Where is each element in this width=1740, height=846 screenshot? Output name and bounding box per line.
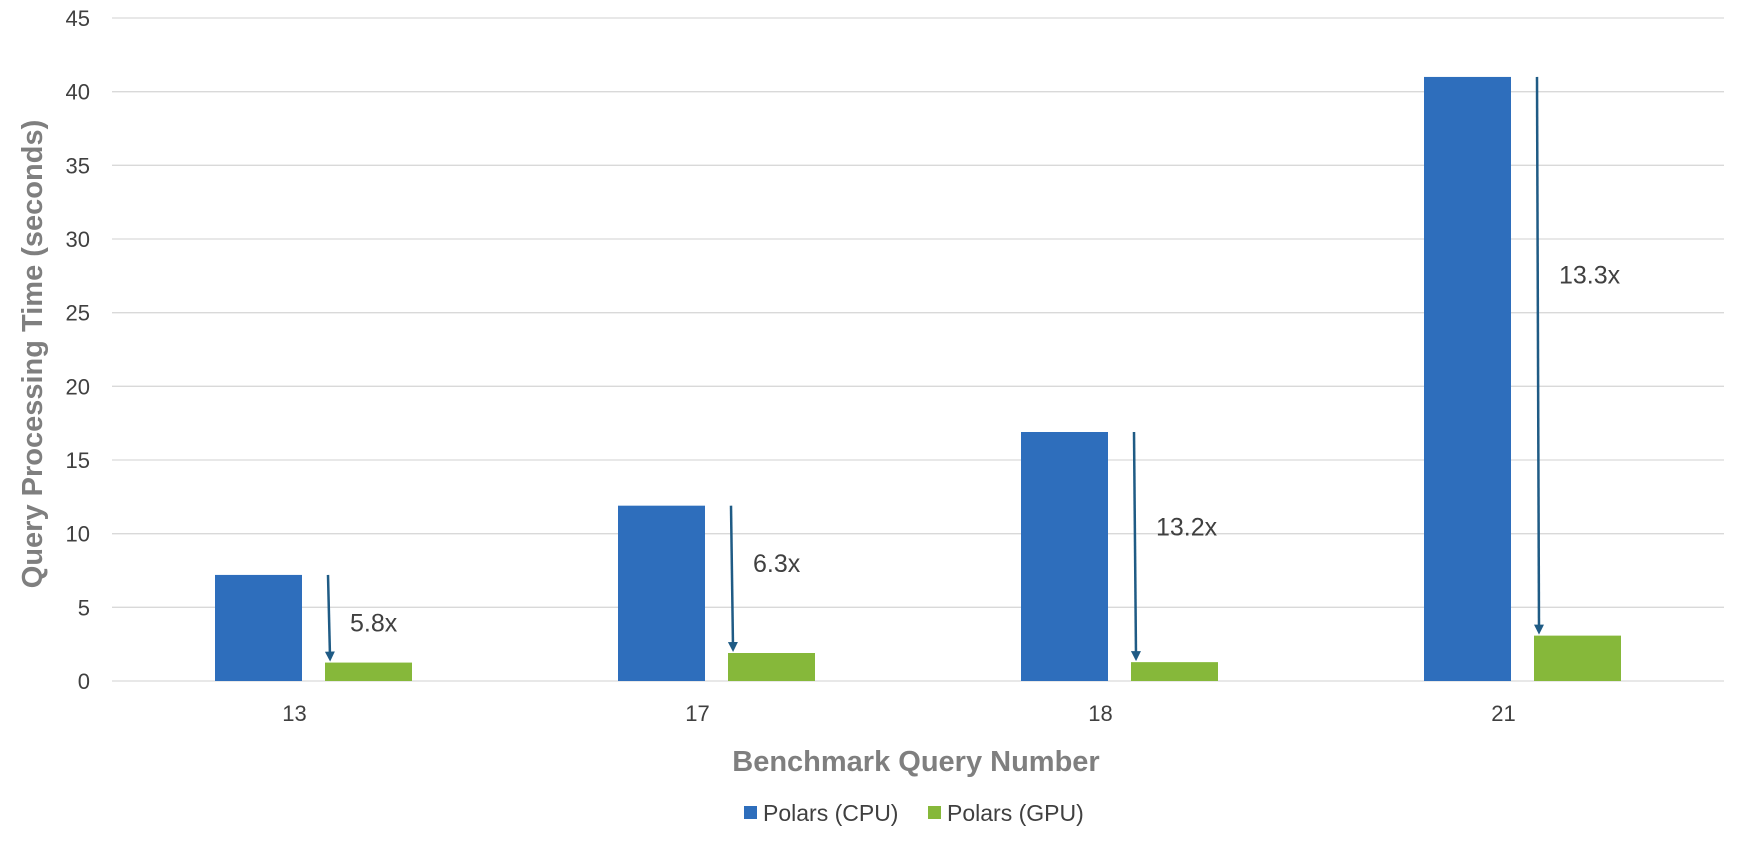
y-tick-label: 0 (78, 669, 90, 694)
speedup-label: 6.3x (753, 550, 801, 578)
bar-gpu (1534, 635, 1621, 681)
y-tick-label: 25 (66, 301, 90, 326)
y-tick-label: 35 (66, 153, 90, 178)
y-tick-label: 45 (66, 6, 90, 31)
speedup-arrow (1130, 431, 1141, 662)
bar-gpu (728, 653, 815, 681)
speedup-arrows: 5.8x 6.3x 13.2x 13.3x (324, 76, 1621, 662)
y-axis-title: Query Processing Time (seconds) (17, 120, 49, 588)
speedup-label: 13.3x (1559, 262, 1621, 290)
speedup-arrow (727, 505, 738, 653)
y-tick-label: 40 (66, 80, 90, 105)
legend-label-gpu: Polars (GPU) (947, 800, 1084, 826)
y-tick-label: 20 (66, 374, 90, 399)
legend-swatch-gpu (928, 806, 941, 819)
x-tick-label: 18 (1088, 701, 1112, 726)
bar-cpu (1424, 76, 1511, 681)
speedup-label: 13.2x (1156, 514, 1218, 542)
bars (215, 76, 1621, 681)
bar-cpu (618, 505, 705, 681)
y-tick-label: 5 (78, 595, 90, 620)
bar-gpu (325, 662, 412, 681)
legend-label-cpu: Polars (CPU) (763, 800, 898, 826)
speedup-arrow (324, 574, 335, 662)
y-tick-label: 15 (66, 448, 90, 473)
bar-gpu (1131, 662, 1218, 681)
bar-cpu (1021, 432, 1108, 681)
gridlines (112, 17, 1724, 682)
x-tick-label: 17 (685, 701, 709, 726)
speedup-label: 5.8x (350, 610, 398, 638)
x-tick-label: 21 (1491, 701, 1515, 726)
x-axis-title: Benchmark Query Number (732, 746, 1099, 778)
legend-swatch-cpu (744, 806, 757, 819)
speedup-arrow (1533, 76, 1544, 635)
x-tick-label: 13 (282, 701, 306, 726)
y-tick-label: 10 (66, 522, 90, 547)
y-axis-ticks: 0 5 10 15 20 25 30 35 40 45 (66, 6, 90, 694)
legend: Polars (CPU) Polars (GPU) (744, 800, 1084, 826)
y-tick-label: 30 (66, 227, 90, 252)
x-axis-ticks: 13 17 18 21 (282, 701, 1515, 726)
bar-cpu (215, 574, 302, 681)
